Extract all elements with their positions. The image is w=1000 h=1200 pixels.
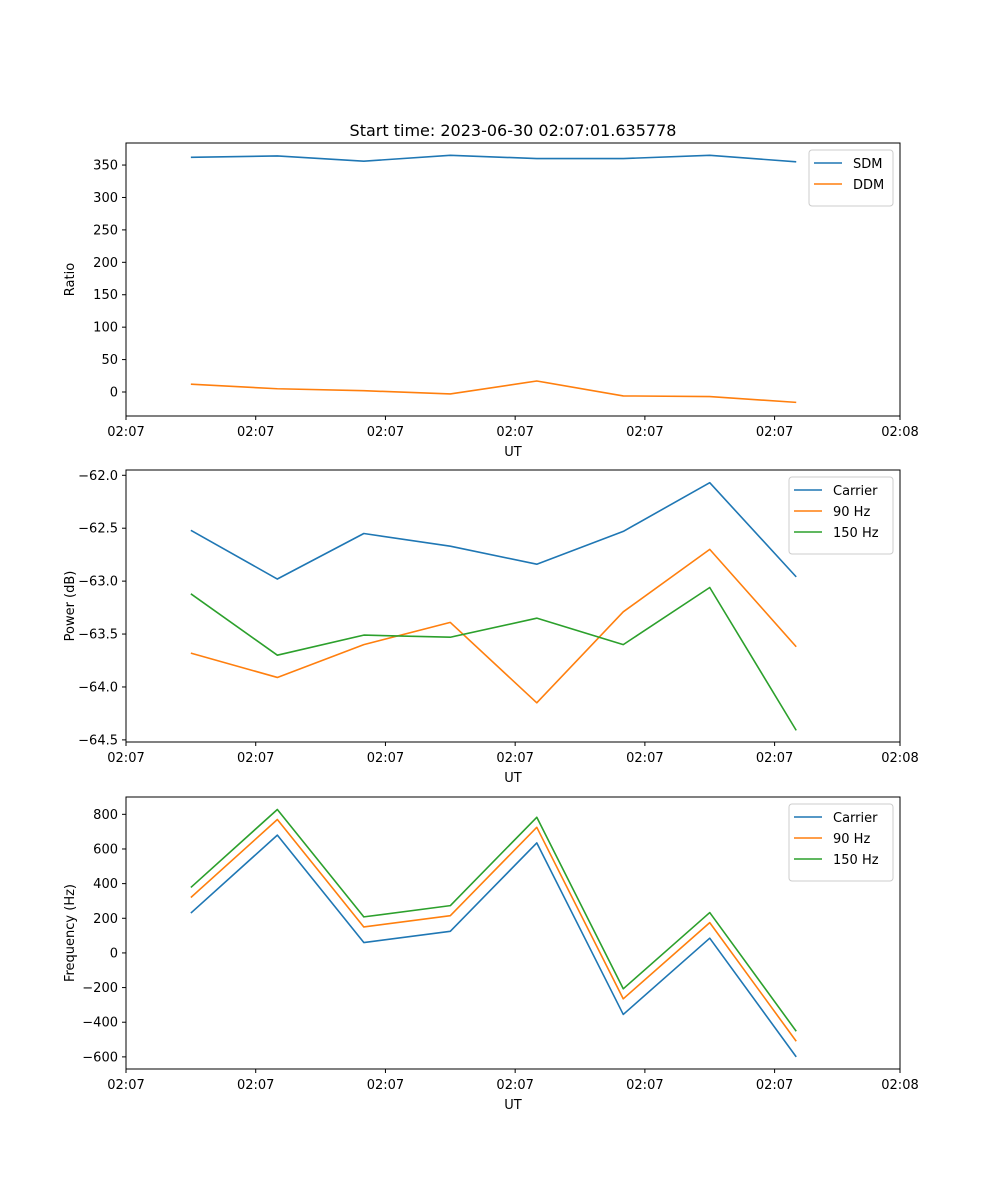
series-line-carrier <box>190 834 797 1058</box>
x-tick-label: 02:07 <box>626 1078 663 1093</box>
y-tick-label: −64.0 <box>78 680 118 695</box>
legend-label: SDM <box>853 157 882 172</box>
x-tick-label: 02:08 <box>881 751 918 766</box>
y-tick-label: −62.0 <box>78 469 118 484</box>
x-tick-label: 02:07 <box>107 751 144 766</box>
y-tick-label: 400 <box>93 877 118 892</box>
series-line-150-hz <box>190 808 797 1032</box>
x-tick-label: 02:08 <box>881 1078 918 1093</box>
series-line-sdm <box>190 154 797 163</box>
x-tick-label: 02:07 <box>107 1078 144 1093</box>
legend: Carrier 90 Hz 150 Hz <box>788 803 894 882</box>
y-tick-label: −62.5 <box>78 522 118 537</box>
y-tick-label: −63.0 <box>78 575 118 590</box>
legend-label: 150 Hz <box>833 853 879 868</box>
chart-panel-1: 02:07 02:07 02:07 02:07 02:07 02:07 02:08 0 50 10… <box>63 121 919 460</box>
legend-box <box>808 149 894 207</box>
x-axis-label: UT <box>504 771 522 786</box>
series-line-carrier <box>190 481 797 580</box>
x-tick-label: 02:08 <box>881 425 918 440</box>
x-tick-label: 02:07 <box>496 1078 533 1093</box>
y-tick-label: 150 <box>93 288 118 303</box>
y-axis-label: Ratio <box>63 263 78 296</box>
chart-title: Start time: 2023-06-30 02:07:01.635778 <box>350 121 677 140</box>
y-tick-label: 0 <box>110 386 118 401</box>
x-axis-label: UT <box>504 1098 522 1113</box>
legend-box <box>788 803 894 882</box>
chart-panel-2: 02:07 02:07 02:07 02:07 02:07 02:07 02:08 −64.5… <box>63 469 919 786</box>
y-tick-label: 50 <box>101 353 118 368</box>
series-line-150-hz <box>190 586 797 731</box>
x-tick-label: 02:07 <box>107 425 144 440</box>
y-tick-label: −600 <box>82 1050 118 1065</box>
legend-label: 150 Hz <box>833 526 879 541</box>
x-tick-label: 02:07 <box>626 425 663 440</box>
x-tick-label: 02:07 <box>496 751 533 766</box>
y-tick-label: 800 <box>93 808 118 823</box>
legend: SDM DDM <box>808 149 894 207</box>
x-tick-label: 02:07 <box>496 425 533 440</box>
plot-frame <box>125 142 901 417</box>
y-axis-label: Power (dB) <box>63 571 78 642</box>
x-tick-label: 02:07 <box>756 425 793 440</box>
series-line-90-hz <box>190 818 797 1042</box>
legend-label: Carrier <box>833 484 878 499</box>
y-tick-label: 0 <box>110 946 118 961</box>
x-tick-label: 02:07 <box>756 1078 793 1093</box>
y-tick-label: 600 <box>93 842 118 857</box>
x-tick-label: 02:07 <box>626 751 663 766</box>
y-tick-label: 250 <box>93 223 118 238</box>
x-tick-label: 02:07 <box>237 1078 274 1093</box>
y-tick-label: −64.5 <box>78 733 118 748</box>
y-tick-label: −63.5 <box>78 628 118 643</box>
legend-label: Carrier <box>833 811 878 826</box>
legend-label: DDM <box>853 178 884 193</box>
x-tick-label: 02:07 <box>367 1078 404 1093</box>
y-tick-label: 300 <box>93 191 118 206</box>
x-axis-label: UT <box>504 445 522 460</box>
legend-box <box>788 476 894 555</box>
chart-panel-3: 02:07 02:07 02:07 02:07 02:07 02:07 02:08 −600 −… <box>63 796 919 1113</box>
y-axis-label: Frequency (Hz) <box>63 884 78 982</box>
x-tick-label: 02:07 <box>237 751 274 766</box>
series-line-ddm <box>190 380 797 404</box>
y-tick-label: 350 <box>93 159 118 174</box>
y-tick-label: −400 <box>82 1016 118 1031</box>
legend-label: 90 Hz <box>833 832 870 847</box>
x-tick-label: 02:07 <box>367 425 404 440</box>
plot-frame <box>125 796 901 1070</box>
series-line-90-hz <box>190 548 797 704</box>
x-tick-label: 02:07 <box>367 751 404 766</box>
y-tick-label: 200 <box>93 256 118 271</box>
plot-frame <box>125 469 901 743</box>
legend-label: 90 Hz <box>833 505 870 520</box>
y-tick-label: 200 <box>93 912 118 927</box>
y-tick-label: 100 <box>93 321 118 336</box>
legend: Carrier 90 Hz 150 Hz <box>788 476 894 555</box>
y-tick-label: −200 <box>82 981 118 996</box>
x-tick-label: 02:07 <box>756 751 793 766</box>
x-tick-label: 02:07 <box>237 425 274 440</box>
